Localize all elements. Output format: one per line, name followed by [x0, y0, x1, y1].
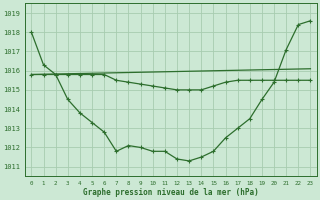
X-axis label: Graphe pression niveau de la mer (hPa): Graphe pression niveau de la mer (hPa): [83, 188, 259, 197]
